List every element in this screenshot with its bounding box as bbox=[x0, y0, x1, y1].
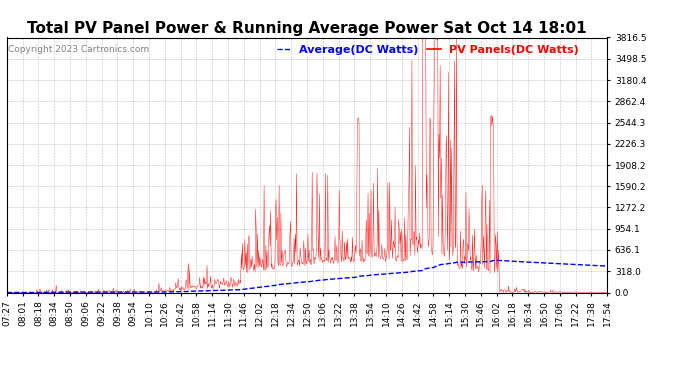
Legend: Average(DC Watts), PV Panels(DC Watts): Average(DC Watts), PV Panels(DC Watts) bbox=[273, 40, 584, 59]
Text: Copyright 2023 Cartronics.com: Copyright 2023 Cartronics.com bbox=[8, 45, 148, 54]
Title: Total PV Panel Power & Running Average Power Sat Oct 14 18:01: Total PV Panel Power & Running Average P… bbox=[27, 21, 587, 36]
